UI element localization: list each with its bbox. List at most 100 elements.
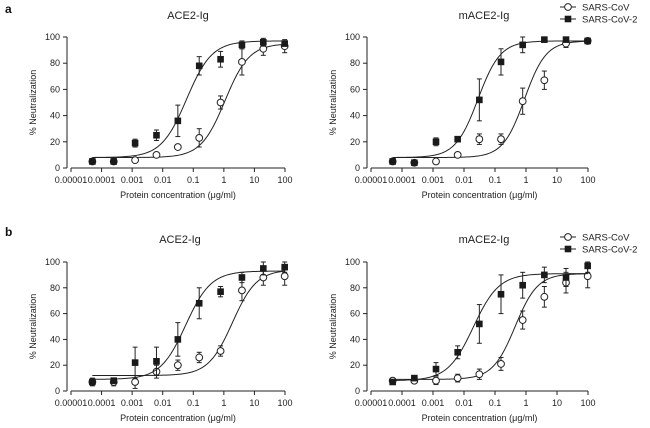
data-point bbox=[89, 378, 96, 386]
x-tick-label: 0.0001 bbox=[388, 398, 416, 408]
data-point bbox=[411, 159, 418, 167]
data-point bbox=[454, 349, 461, 356]
chart-title: mACE2-Ig bbox=[459, 10, 510, 22]
data-point bbox=[153, 131, 160, 139]
data-point bbox=[497, 58, 505, 66]
series-sars-cov bbox=[388, 37, 592, 167]
x-tick-label: 0.0001 bbox=[88, 175, 116, 185]
y-tick-label: 40 bbox=[50, 111, 60, 121]
data-point bbox=[389, 378, 396, 386]
x-tick-label: 100 bbox=[580, 175, 595, 185]
data-point bbox=[174, 117, 182, 125]
y-tick-label: 40 bbox=[50, 334, 60, 344]
y-tick-label: 0 bbox=[55, 386, 60, 396]
y-tick-label: 20 bbox=[350, 360, 360, 370]
data-point bbox=[541, 271, 548, 279]
data-point bbox=[475, 135, 484, 144]
data-point bbox=[432, 138, 440, 146]
y-axis-label: % Neutralization bbox=[28, 294, 38, 360]
y-tick-label: 20 bbox=[50, 137, 60, 147]
data-point bbox=[281, 263, 288, 271]
data-point bbox=[174, 336, 182, 343]
data-point bbox=[195, 62, 203, 70]
panel-letter-b: b bbox=[5, 225, 12, 239]
data-point bbox=[216, 98, 225, 107]
x-tick-label: 0.01 bbox=[455, 175, 473, 185]
data-point bbox=[389, 158, 396, 165]
data-point bbox=[110, 377, 118, 384]
fit-curve bbox=[92, 43, 286, 159]
legend-marker-filled-square bbox=[564, 245, 572, 253]
x-tick-label: 100 bbox=[580, 398, 595, 408]
x-tick-label: 0.001 bbox=[121, 398, 144, 408]
series-sars-cov bbox=[88, 266, 289, 389]
data-point bbox=[281, 40, 288, 47]
fit-curve bbox=[392, 40, 588, 158]
data-point bbox=[238, 274, 246, 281]
data-point bbox=[497, 135, 505, 144]
series-sars-cov-2 bbox=[389, 261, 591, 386]
fit-curve bbox=[92, 270, 286, 377]
data-point bbox=[432, 157, 440, 166]
x-tick-label: 10 bbox=[249, 398, 259, 408]
legend-marker-open-circle bbox=[564, 233, 572, 241]
fit-curve bbox=[92, 40, 286, 158]
y-tick-label: 0 bbox=[355, 386, 360, 396]
x-axis-label: Protein concentration (μg/ml) bbox=[422, 190, 538, 200]
x-tick-label: 0.0001 bbox=[388, 175, 416, 185]
series-sars-cov bbox=[388, 264, 592, 386]
series-sars-cov-2 bbox=[89, 261, 288, 386]
x-tick-label: 0.001 bbox=[422, 398, 445, 408]
data-point bbox=[195, 353, 204, 362]
data-point bbox=[238, 286, 246, 295]
x-tick-label: 0.1 bbox=[489, 398, 502, 408]
legend-label: SARS-CoV-2 bbox=[582, 15, 637, 26]
y-tick-label: 60 bbox=[350, 309, 360, 319]
x-tick-label: 0.00001 bbox=[355, 175, 388, 185]
data-point bbox=[476, 96, 483, 104]
data-point bbox=[280, 272, 289, 281]
fit-curve bbox=[392, 40, 589, 159]
data-point bbox=[497, 360, 505, 368]
data-point bbox=[89, 158, 96, 165]
data-point bbox=[411, 374, 418, 382]
y-axis-label: % Neutralization bbox=[28, 70, 38, 136]
chart-title: ACE2-Ig bbox=[167, 10, 209, 22]
x-tick-label: 0.00001 bbox=[55, 398, 88, 408]
data-point bbox=[238, 41, 246, 49]
data-point bbox=[195, 133, 204, 142]
data-point bbox=[562, 274, 570, 281]
data-point bbox=[453, 374, 462, 383]
data-point bbox=[131, 156, 140, 165]
y-tick-label: 80 bbox=[350, 58, 360, 68]
y-axis-label: % Neutralization bbox=[328, 294, 338, 360]
x-tick-label: 0.001 bbox=[121, 175, 144, 185]
y-tick-label: 20 bbox=[350, 137, 360, 147]
series-sars-cov-2 bbox=[389, 36, 591, 167]
data-point bbox=[541, 36, 548, 43]
data-point bbox=[131, 139, 139, 147]
x-tick-label: 10 bbox=[552, 398, 562, 408]
data-point bbox=[173, 361, 182, 370]
x-axis-label: Protein concentration (μg/ml) bbox=[120, 190, 236, 200]
x-tick-label: 0.00001 bbox=[55, 175, 88, 185]
y-tick-label: 40 bbox=[350, 334, 360, 344]
x-tick-label: 0.001 bbox=[422, 175, 445, 185]
y-tick-label: 100 bbox=[45, 32, 60, 42]
legend-label: SARS-CoV bbox=[582, 3, 630, 14]
data-point bbox=[195, 299, 203, 307]
data-point bbox=[475, 370, 484, 379]
fit-curve bbox=[92, 270, 286, 380]
y-tick-label: 20 bbox=[50, 360, 60, 370]
data-point bbox=[584, 37, 591, 45]
y-tick-label: 40 bbox=[350, 111, 360, 121]
x-tick-label: 10 bbox=[249, 175, 259, 185]
data-point bbox=[153, 358, 160, 365]
data-point bbox=[519, 41, 526, 49]
x-tick-label: 0.00001 bbox=[355, 398, 388, 408]
legend-marker-open-circle bbox=[564, 3, 572, 11]
y-axis-label: % Neutralization bbox=[328, 70, 338, 136]
x-tick-label: 0.01 bbox=[154, 398, 172, 408]
